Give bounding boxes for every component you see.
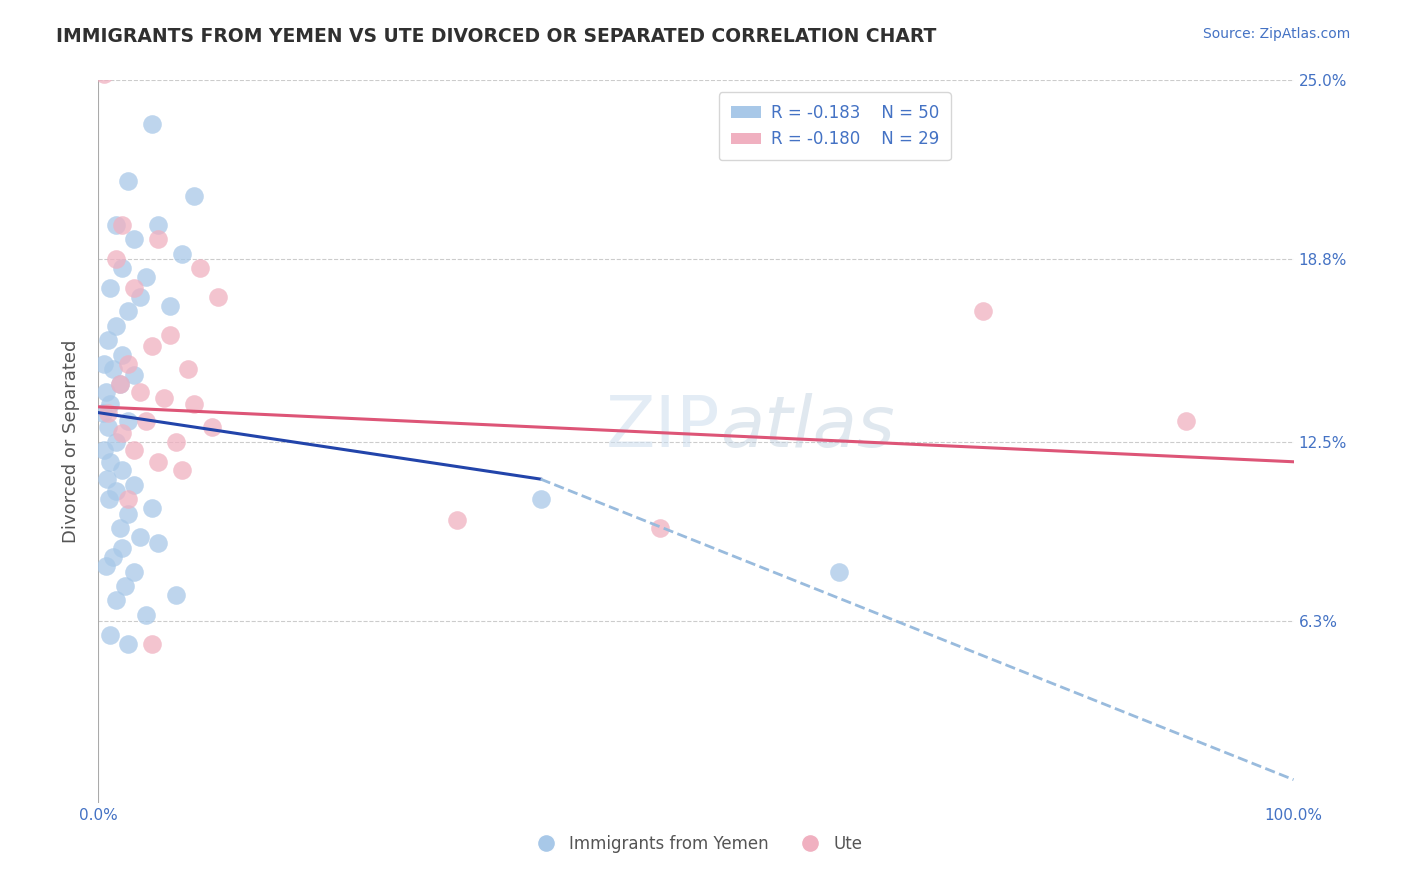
- Point: [117, 174, 139, 188]
- Point: [148, 232, 170, 246]
- Point: [183, 397, 205, 411]
- Text: atlas: atlas: [720, 392, 894, 461]
- Point: [1175, 414, 1198, 428]
- Point: [117, 357, 139, 371]
- Point: [177, 362, 200, 376]
- Point: [148, 535, 170, 549]
- Point: [201, 420, 224, 434]
- Point: [105, 252, 128, 267]
- Point: [91, 406, 114, 420]
- Text: Source: ZipAtlas.com: Source: ZipAtlas.com: [1202, 27, 1350, 41]
- Point: [159, 327, 181, 342]
- Point: [117, 414, 139, 428]
- Point: [93, 443, 115, 458]
- Point: [828, 565, 851, 579]
- Point: [98, 281, 122, 295]
- Point: [97, 420, 120, 434]
- Point: [129, 385, 152, 400]
- Point: [98, 455, 122, 469]
- Point: [98, 397, 122, 411]
- Point: [129, 290, 152, 304]
- Point: [124, 565, 146, 579]
- Point: [117, 637, 139, 651]
- Point: [183, 189, 205, 203]
- Point: [530, 492, 553, 507]
- Point: [93, 68, 115, 82]
- Point: [101, 362, 124, 376]
- Y-axis label: Divorced or Separated: Divorced or Separated: [62, 340, 80, 543]
- Point: [111, 425, 134, 440]
- Point: [108, 521, 131, 535]
- Point: [153, 391, 176, 405]
- Point: [117, 507, 139, 521]
- Point: [141, 339, 163, 353]
- Point: [172, 463, 194, 477]
- Point: [124, 281, 146, 295]
- Point: [94, 385, 117, 400]
- Point: [165, 588, 187, 602]
- Point: [98, 628, 122, 642]
- Point: [124, 443, 146, 458]
- Point: [111, 218, 134, 232]
- Point: [188, 261, 211, 276]
- Point: [124, 478, 146, 492]
- Point: [159, 299, 181, 313]
- Point: [141, 637, 163, 651]
- Point: [650, 521, 672, 535]
- Point: [972, 304, 994, 318]
- Point: [124, 232, 146, 246]
- Point: [141, 501, 163, 516]
- Point: [207, 290, 229, 304]
- Point: [165, 434, 187, 449]
- Point: [135, 269, 157, 284]
- Point: [446, 512, 468, 526]
- Point: [111, 261, 134, 276]
- Point: [94, 558, 117, 573]
- Point: [105, 483, 128, 498]
- Point: [124, 368, 146, 382]
- Point: [117, 492, 139, 507]
- Point: [135, 607, 157, 622]
- Point: [105, 434, 128, 449]
- Text: ZIP: ZIP: [606, 392, 720, 461]
- Point: [105, 218, 128, 232]
- Point: [111, 541, 134, 556]
- Point: [105, 593, 128, 607]
- Point: [96, 472, 118, 486]
- Point: [172, 246, 194, 260]
- Point: [93, 357, 115, 371]
- Legend: Immigrants from Yemen, Ute: Immigrants from Yemen, Ute: [523, 828, 869, 860]
- Point: [114, 579, 136, 593]
- Point: [98, 492, 121, 507]
- Point: [117, 304, 139, 318]
- Point: [135, 414, 157, 428]
- Point: [129, 530, 152, 544]
- Point: [97, 406, 120, 420]
- Point: [108, 376, 131, 391]
- Point: [111, 348, 134, 362]
- Point: [101, 550, 124, 565]
- Text: IMMIGRANTS FROM YEMEN VS UTE DIVORCED OR SEPARATED CORRELATION CHART: IMMIGRANTS FROM YEMEN VS UTE DIVORCED OR…: [56, 27, 936, 45]
- Point: [148, 218, 170, 232]
- Point: [141, 117, 163, 131]
- Point: [105, 318, 128, 333]
- Point: [111, 463, 134, 477]
- Point: [148, 455, 170, 469]
- Point: [108, 376, 131, 391]
- Point: [97, 334, 120, 348]
